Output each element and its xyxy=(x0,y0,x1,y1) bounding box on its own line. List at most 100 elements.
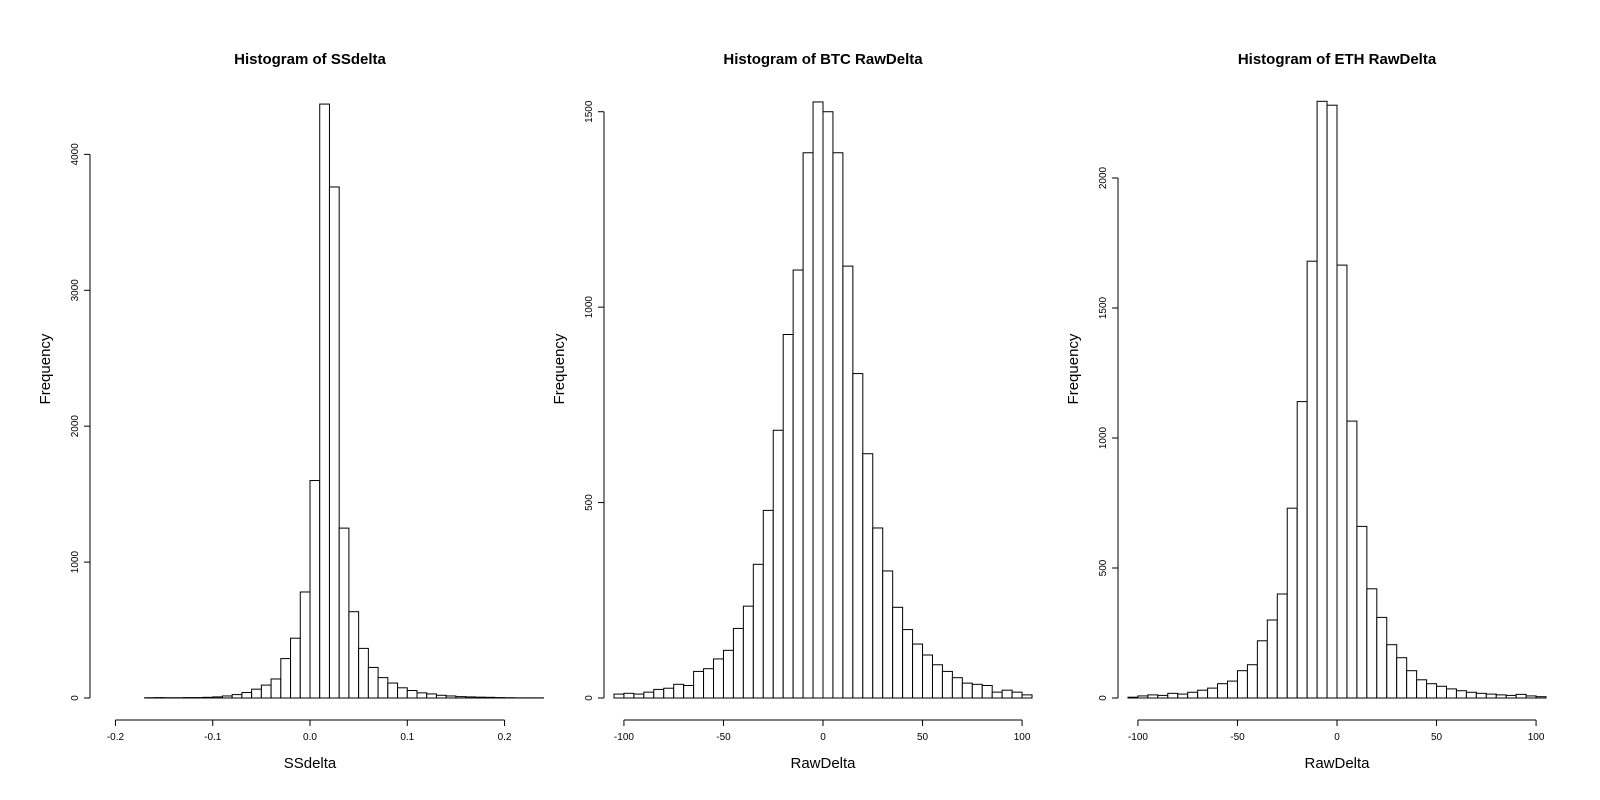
histogram-bar xyxy=(742,605,754,699)
histogram-bar xyxy=(338,527,350,699)
histogram-bar xyxy=(653,688,665,699)
y-tick-label: 4000 xyxy=(70,143,81,166)
histogram-bar xyxy=(260,684,272,699)
histogram-bar xyxy=(852,373,864,699)
histogram-bar xyxy=(1217,683,1229,699)
y-tick-label: 1500 xyxy=(1098,296,1109,319)
histogram-bar xyxy=(1236,670,1248,699)
histogram-bar xyxy=(1445,688,1457,699)
histogram-bar xyxy=(931,664,943,699)
histogram-bar xyxy=(822,111,834,699)
histogram-bar xyxy=(1127,696,1139,699)
y-tick-label: 1000 xyxy=(70,551,81,574)
histogram-bar xyxy=(1356,525,1368,699)
histogram-bar xyxy=(1495,694,1507,699)
histogram-bar xyxy=(1525,695,1537,699)
y-tick-label: 1000 xyxy=(1098,426,1109,449)
y-axis-label: Frequency xyxy=(37,333,54,404)
histogram-bar xyxy=(1137,695,1149,699)
histogram-bar xyxy=(319,103,330,699)
histogram-bar xyxy=(299,591,311,699)
histogram-bar xyxy=(951,677,963,699)
x-axis-label: SSdelta xyxy=(284,755,337,772)
histogram-bar xyxy=(1426,683,1438,699)
histogram-bar xyxy=(912,643,924,699)
x-tick-label: -50 xyxy=(1230,732,1245,743)
histogram-bar xyxy=(802,152,814,699)
x-axis-label: RawDelta xyxy=(1304,755,1370,772)
histogram-bar xyxy=(1286,507,1298,699)
histogram-bar xyxy=(231,694,243,699)
histogram-bar xyxy=(872,527,884,699)
histogram-bar xyxy=(673,683,685,699)
histogram-bar xyxy=(1227,680,1238,699)
histogram-bar xyxy=(1147,694,1159,699)
histogram-bar xyxy=(406,690,418,699)
histogram-bar xyxy=(623,692,635,699)
histogram-bar xyxy=(941,670,953,699)
x-tick-label: -0.2 xyxy=(107,732,125,743)
histogram-bar xyxy=(812,101,824,699)
histogram-bar xyxy=(435,694,447,699)
histogram-bar xyxy=(922,654,933,699)
histogram-bar xyxy=(309,480,321,699)
chart-panel: Histogram of SSdelta 0 1000 2000 3000 4000 Fre… xyxy=(37,51,544,772)
chart-title: Histogram of BTC RawDelta xyxy=(723,51,923,68)
histogram-bar xyxy=(1465,691,1477,699)
histogram-bar xyxy=(842,265,854,699)
histogram-bar xyxy=(1197,689,1209,699)
histogram-bar xyxy=(1406,670,1418,699)
x-tick-label: 0.1 xyxy=(400,732,414,743)
histogram-bar xyxy=(455,696,467,699)
x-tick-label: 100 xyxy=(1528,732,1545,743)
y-tick-label: 0 xyxy=(1098,695,1109,701)
histogram-bar xyxy=(377,677,389,699)
histogram-bar xyxy=(1485,693,1497,699)
histogram-bar xyxy=(1306,260,1318,699)
y-tick-label: 3000 xyxy=(70,279,81,302)
histogram-bar xyxy=(445,695,457,699)
histogram-bar xyxy=(348,611,360,699)
histogram-bar xyxy=(752,563,764,699)
histogram-bar xyxy=(387,682,399,699)
histogram-bar xyxy=(961,682,973,699)
histogram-bar xyxy=(902,629,914,699)
histogram-bar xyxy=(484,696,496,699)
x-tick-label: 100 xyxy=(1014,732,1031,743)
x-tick-label: -100 xyxy=(614,732,634,743)
histogram-bar xyxy=(290,637,301,699)
histogram-bar xyxy=(1266,619,1278,699)
histogram-bar xyxy=(1376,616,1388,699)
histogram-bar xyxy=(397,687,408,699)
histogram-bar xyxy=(251,688,262,699)
chart-panel: Histogram of ETH RawDelta050010001500200… xyxy=(1065,51,1547,772)
histogram-bar xyxy=(693,670,705,699)
chart-panel: Histogram of BTC RawDelta050010001500Fre… xyxy=(551,51,1033,772)
histogram-bar xyxy=(892,606,904,699)
histogram-bar xyxy=(1505,694,1517,699)
histogram-bar xyxy=(1535,696,1547,699)
x-tick-label: 0.0 xyxy=(303,732,317,743)
histogram-bar xyxy=(772,429,784,699)
x-tick-label: 50 xyxy=(917,732,929,743)
histogram-bar xyxy=(1296,401,1308,699)
histogram-bar xyxy=(882,570,894,699)
histogram-bar xyxy=(862,453,874,699)
x-axis-label: RawDelta xyxy=(790,755,856,772)
histogram-bar xyxy=(981,684,993,699)
y-tick-label: 1500 xyxy=(584,100,595,123)
histogram-bar xyxy=(328,186,340,699)
histogram-bar xyxy=(1011,691,1023,699)
y-axis-label: Frequency xyxy=(1065,333,1082,404)
histogram-bar xyxy=(426,693,437,699)
y-tick-label: 2000 xyxy=(70,415,81,438)
histogram-bar xyxy=(613,693,625,699)
y-tick-label: 0 xyxy=(584,695,595,701)
y-tick-label: 2000 xyxy=(1098,166,1109,189)
histogram-bar xyxy=(212,696,223,699)
chart-title: Histogram of SSdelta xyxy=(234,51,386,68)
chart-title: Histogram of ETH RawDelta xyxy=(1238,51,1437,68)
histogram-bar xyxy=(1246,664,1258,699)
histogram-bar xyxy=(663,687,675,699)
